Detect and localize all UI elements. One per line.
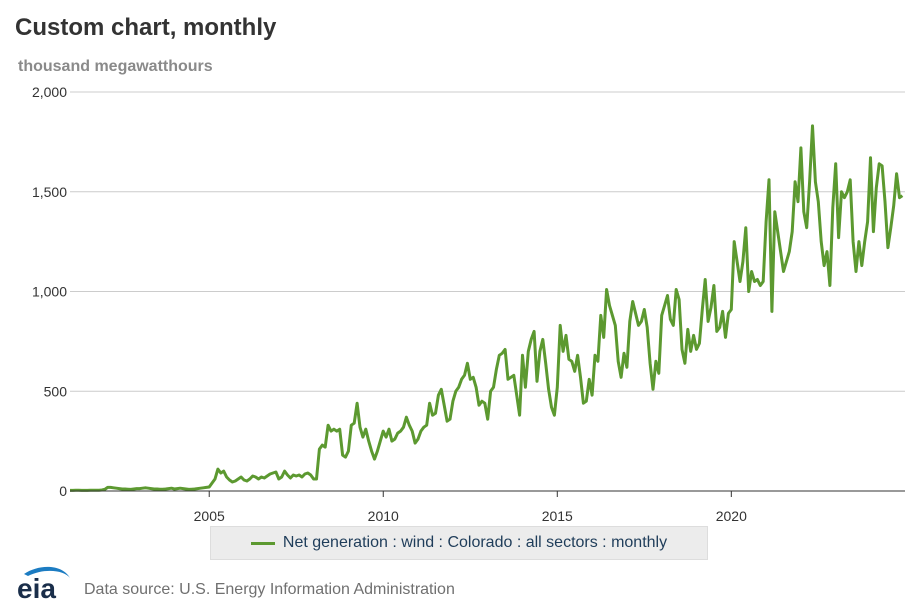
data-source-text: Data source: U.S. Energy Information Adm… <box>84 581 455 598</box>
x-tick-label: 2015 <box>542 508 573 524</box>
series-line-0[interactable] <box>70 124 904 492</box>
legend-item[interactable]: Net generation : wind : Colorado : all s… <box>210 526 708 560</box>
y-axis-units: thousand megawatthours <box>18 58 213 75</box>
footer: eia Data source: U.S. Energy Information… <box>14 562 455 606</box>
logo-text: eia <box>17 573 56 604</box>
y-tick-label: 0 <box>59 483 67 499</box>
y-tick-label: 1,000 <box>32 284 67 300</box>
legend-swatch <box>250 541 275 545</box>
x-tick-label: 2005 <box>194 508 225 524</box>
x-axis-ticks: 2005 2010 2015 2020 <box>194 491 747 524</box>
gridlines <box>70 91 905 392</box>
x-tick-label: 2010 <box>368 508 399 524</box>
legend-label: Net generation : wind : Colorado : all s… <box>282 534 668 551</box>
series-layer <box>70 124 904 492</box>
x-tick-label: 2020 <box>716 508 747 524</box>
eia-logo-icon[interactable]: eia <box>14 564 76 604</box>
chart-title: Custom chart, monthly <box>15 14 277 41</box>
logo-swoosh <box>24 566 70 578</box>
y-tick-label: 500 <box>44 383 68 399</box>
y-axis-ticks: 0 500 1,000 1,500 2,000 <box>32 84 67 499</box>
y-tick-label: 1,500 <box>32 184 67 200</box>
y-tick-label: 2,000 <box>32 84 67 100</box>
line-chart: 0 500 1,000 1,500 2,000 2005 2010 2015 2020 <box>32 84 905 524</box>
